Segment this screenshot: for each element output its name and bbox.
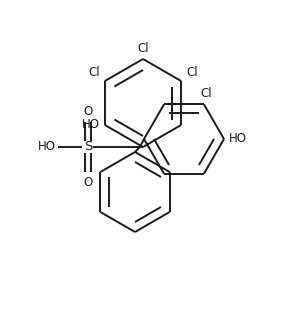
Text: O: O <box>84 105 93 118</box>
Text: O: O <box>84 176 93 189</box>
Text: HO: HO <box>229 133 247 146</box>
Text: Cl: Cl <box>186 66 198 79</box>
Text: Cl: Cl <box>137 42 149 55</box>
Text: HO: HO <box>38 140 56 153</box>
Text: Cl: Cl <box>88 66 100 79</box>
Text: HO: HO <box>82 118 100 131</box>
Text: Cl: Cl <box>200 87 212 100</box>
Text: S: S <box>84 140 92 153</box>
